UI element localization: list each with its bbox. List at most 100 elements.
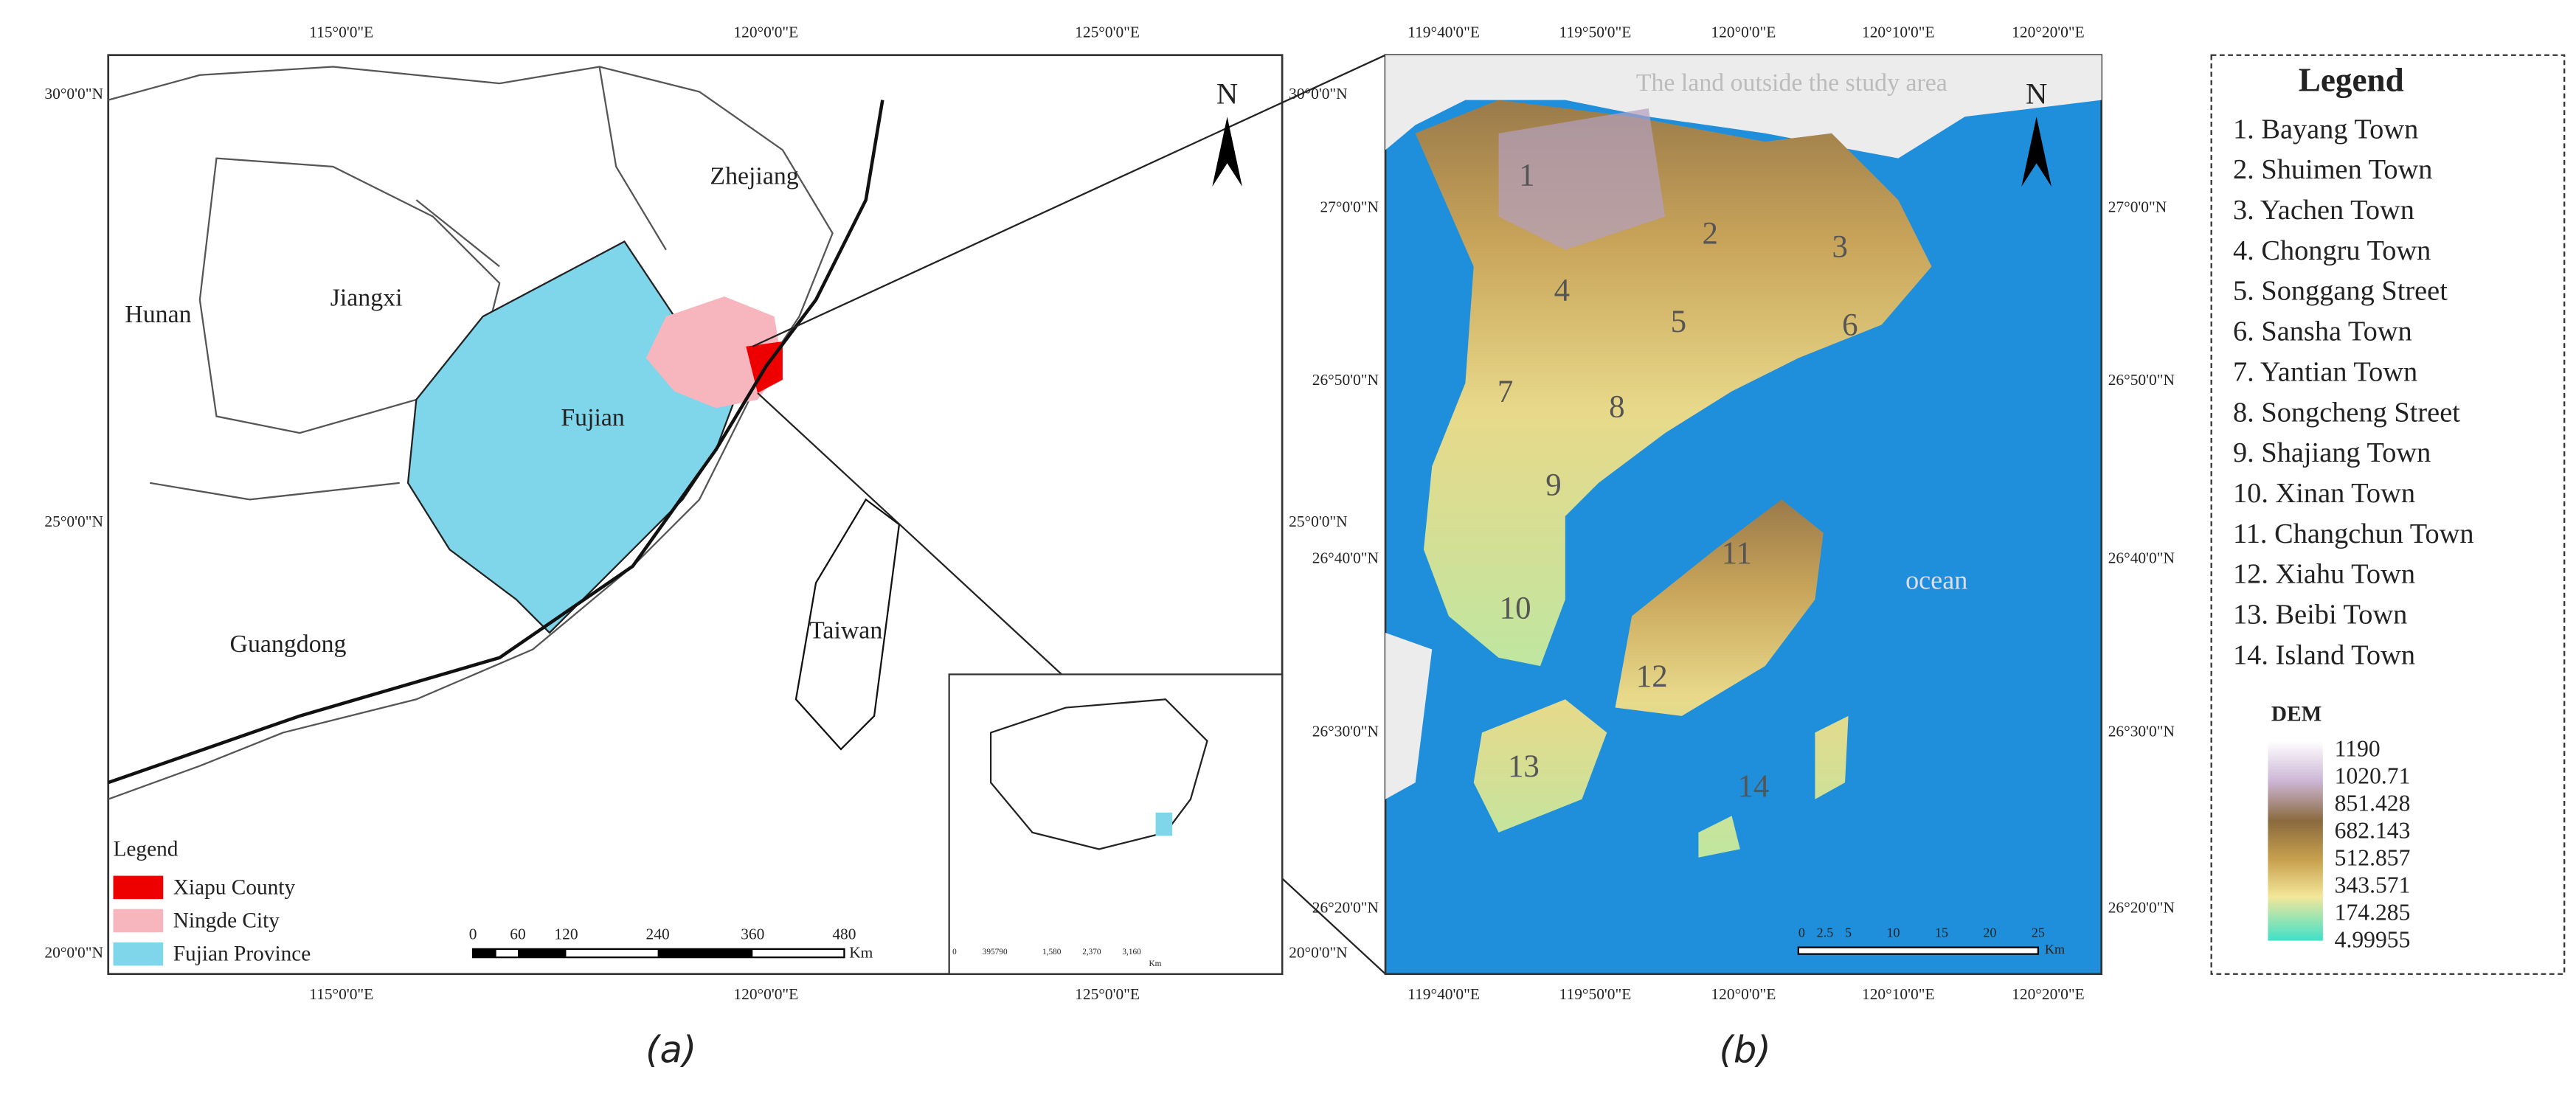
north-arrow [2021,117,2052,187]
north-arrow [1212,117,1242,187]
coordinate-label: 120°20'0"E [2012,985,2085,1003]
coordinate-label: 26°30'0"N [2108,722,2175,740]
island-terrain [1473,499,1849,858]
label: 11. Changchun Town [2233,518,2474,549]
legend-swatch [113,875,164,900]
scale-bar [473,948,496,958]
coordinate-label: 0 [1798,926,1805,940]
label: 10 [1500,591,1531,625]
coordinate-label: 2.5 [1817,926,1834,940]
coordinate-label: 120°0'0"E [733,23,798,41]
coordinate-label: 360 [741,926,764,943]
coordinate-label: 10 [1886,926,1900,940]
coordinate-label: 25 [2032,926,2045,940]
label: 682.143 [2335,818,2411,844]
label: Fujian [561,404,625,431]
label: 512.857 [2335,845,2411,871]
coordinate-label: Km [2045,942,2065,957]
label: 4.99955 [2335,927,2411,953]
label: 2 [1702,217,1717,251]
coordinate-label: 119°40'0"E [1408,985,1480,1003]
coordinate-label: 119°40'0"E [1408,23,1480,41]
label: 13 [1508,749,1540,784]
coordinate-label: 27°0'0"N [1320,198,1379,215]
label: The land outside the study area [1636,69,1947,97]
legend-swatch [113,909,164,933]
label: N [2026,77,2047,110]
coordinate-label: 240 [646,926,670,943]
label: Jiangxi [330,284,403,311]
scale-bar [518,948,567,958]
label: 13. Beibi Town [2233,600,2407,631]
label: 1020.71 [2335,763,2411,789]
label: 7. Yantian Town [2233,356,2417,387]
label: 1 [1519,159,1534,193]
label: ocean [1905,566,1967,595]
coordinate-label: Km [1149,959,1162,968]
label: (a) [645,1028,696,1071]
label: DEM [2271,703,2321,726]
coordinate-label: 0 [952,948,957,957]
label: 12. Xiahu Town [2233,559,2415,590]
coordinate-label: 1,580 [1042,948,1062,957]
coordinate-label: Km [849,944,873,962]
label: 174.285 [2335,900,2411,926]
coordinate-label: 120°10'0"E [1862,985,1935,1003]
coordinate-label: 26°20'0"N [2108,899,2175,917]
label: Xiapu County [173,875,296,899]
label: Taiwan [809,617,882,645]
china-outline [989,698,1208,850]
scale-bar [657,948,753,958]
label: Fujian Province [173,942,311,966]
coordinate-label: 2,370 [1082,948,1101,957]
label: 851.428 [2335,791,2411,816]
coordinate-label: 119°50'0"E [1559,985,1632,1003]
label: 8 [1609,389,1624,424]
label: 14 [1737,769,1769,804]
coordinate-label: 115°0'0"E [309,23,373,41]
coordinate-label: 125°0'0"E [1075,23,1140,41]
label: Legend [113,837,178,861]
coordinate-label: 26°50'0"N [2108,371,2175,389]
coordinate-label: 26°40'0"N [1312,549,1379,567]
coordinate-label: 26°20'0"N [1312,899,1379,917]
coordinate-label: 120°0'0"E [1711,23,1776,41]
label: 2. Shuimen Town [2233,154,2432,185]
highland [1498,108,1666,250]
label: 4. Chongru Town [2233,235,2431,266]
label: 11 [1722,536,1752,571]
ningde [645,296,783,409]
label: Hunan [125,301,191,328]
label: Zhejiang [710,163,798,190]
coordinate-label: 120°10'0"E [1862,23,1935,41]
province-borders [108,66,834,800]
label: 8. Songcheng Street [2233,397,2460,428]
label: 1190 [2335,735,2381,761]
coordinate-label: 480 [832,926,856,943]
label: Legend [2299,61,2404,98]
label: 14. Island Town [2233,639,2415,670]
inset-fujian [1155,812,1173,836]
coordinate-label: 26°40'0"N [2108,549,2175,567]
coordinate-label: 27°0'0"N [2108,198,2167,215]
coordinate-label: 119°50'0"E [1559,23,1632,41]
coordinate-label: 395790 [983,948,1008,957]
mainland-terrain [1415,100,1932,667]
coordinate-label: 15 [1935,926,1948,940]
label: 3 [1832,230,1848,265]
coordinate-label: 5 [1845,926,1852,940]
dem-ramp [2268,740,2323,941]
label: 10. Xinan Town [2233,478,2415,509]
scale-bar [1797,946,2040,955]
label: N [1216,77,1238,110]
coordinate-label: 25°0'0"N [1289,513,1348,530]
label: 4 [1554,273,1570,308]
label: 343.571 [2335,872,2411,898]
coordinate-label: 60 [510,926,525,943]
label: 6 [1842,308,1857,343]
label: Ningde City [173,909,280,932]
zoom-line [752,54,1386,347]
label: 3. Yachen Town [2233,195,2414,226]
coordinate-label: 20 [1983,926,1996,940]
label: 12 [1636,659,1668,694]
